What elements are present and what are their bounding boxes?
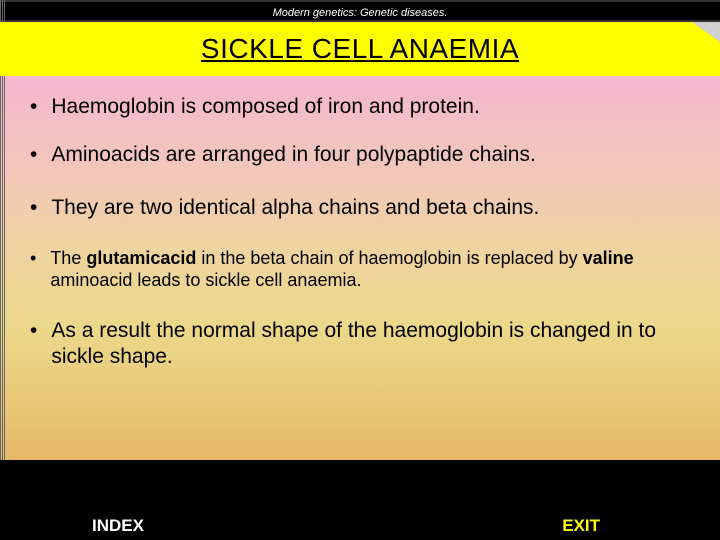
- bullet-icon: •: [30, 318, 37, 344]
- left-stripe: [0, 0, 6, 540]
- bullet-icon: •: [30, 195, 37, 221]
- list-item: • They are two identical alpha chains an…: [0, 177, 720, 229]
- title-bar: SICKLE CELL ANAEMIA: [0, 22, 720, 76]
- bullet-icon: •: [30, 94, 37, 120]
- bullet-text: Aminoacids are arranged in four polypapt…: [51, 142, 690, 168]
- corner-fold-icon: [692, 22, 720, 42]
- page-title: SICKLE CELL ANAEMIA: [201, 33, 519, 65]
- bullet-icon: •: [30, 247, 36, 270]
- footer-links: INDEX EXIT: [0, 516, 720, 536]
- footer-bar: INDEX EXIT: [0, 460, 720, 540]
- list-item: • The glutamicacid in the beta chain of …: [0, 229, 720, 300]
- page-header: Modern genetics: Genetic diseases.: [0, 0, 720, 22]
- list-item: • Haemoglobin is composed of iron and pr…: [0, 86, 720, 128]
- list-item: • As a result the normal shape of the ha…: [0, 300, 720, 379]
- bullet-icon: •: [30, 142, 37, 168]
- header-subject: Modern genetics: Genetic diseases.: [273, 7, 448, 19]
- bullet-text: As a result the normal shape of the haem…: [51, 318, 690, 371]
- bullet-text: Haemoglobin is composed of iron and prot…: [51, 94, 690, 120]
- bullet-text: The glutamicacid in the beta chain of ha…: [50, 247, 690, 292]
- content-area: • Haemoglobin is composed of iron and pr…: [0, 76, 720, 460]
- exit-button[interactable]: EXIT: [562, 516, 600, 536]
- index-button[interactable]: INDEX: [92, 516, 144, 536]
- bullet-text: They are two identical alpha chains and …: [51, 195, 690, 221]
- list-item: • Aminoacids are arranged in four polypa…: [0, 128, 720, 176]
